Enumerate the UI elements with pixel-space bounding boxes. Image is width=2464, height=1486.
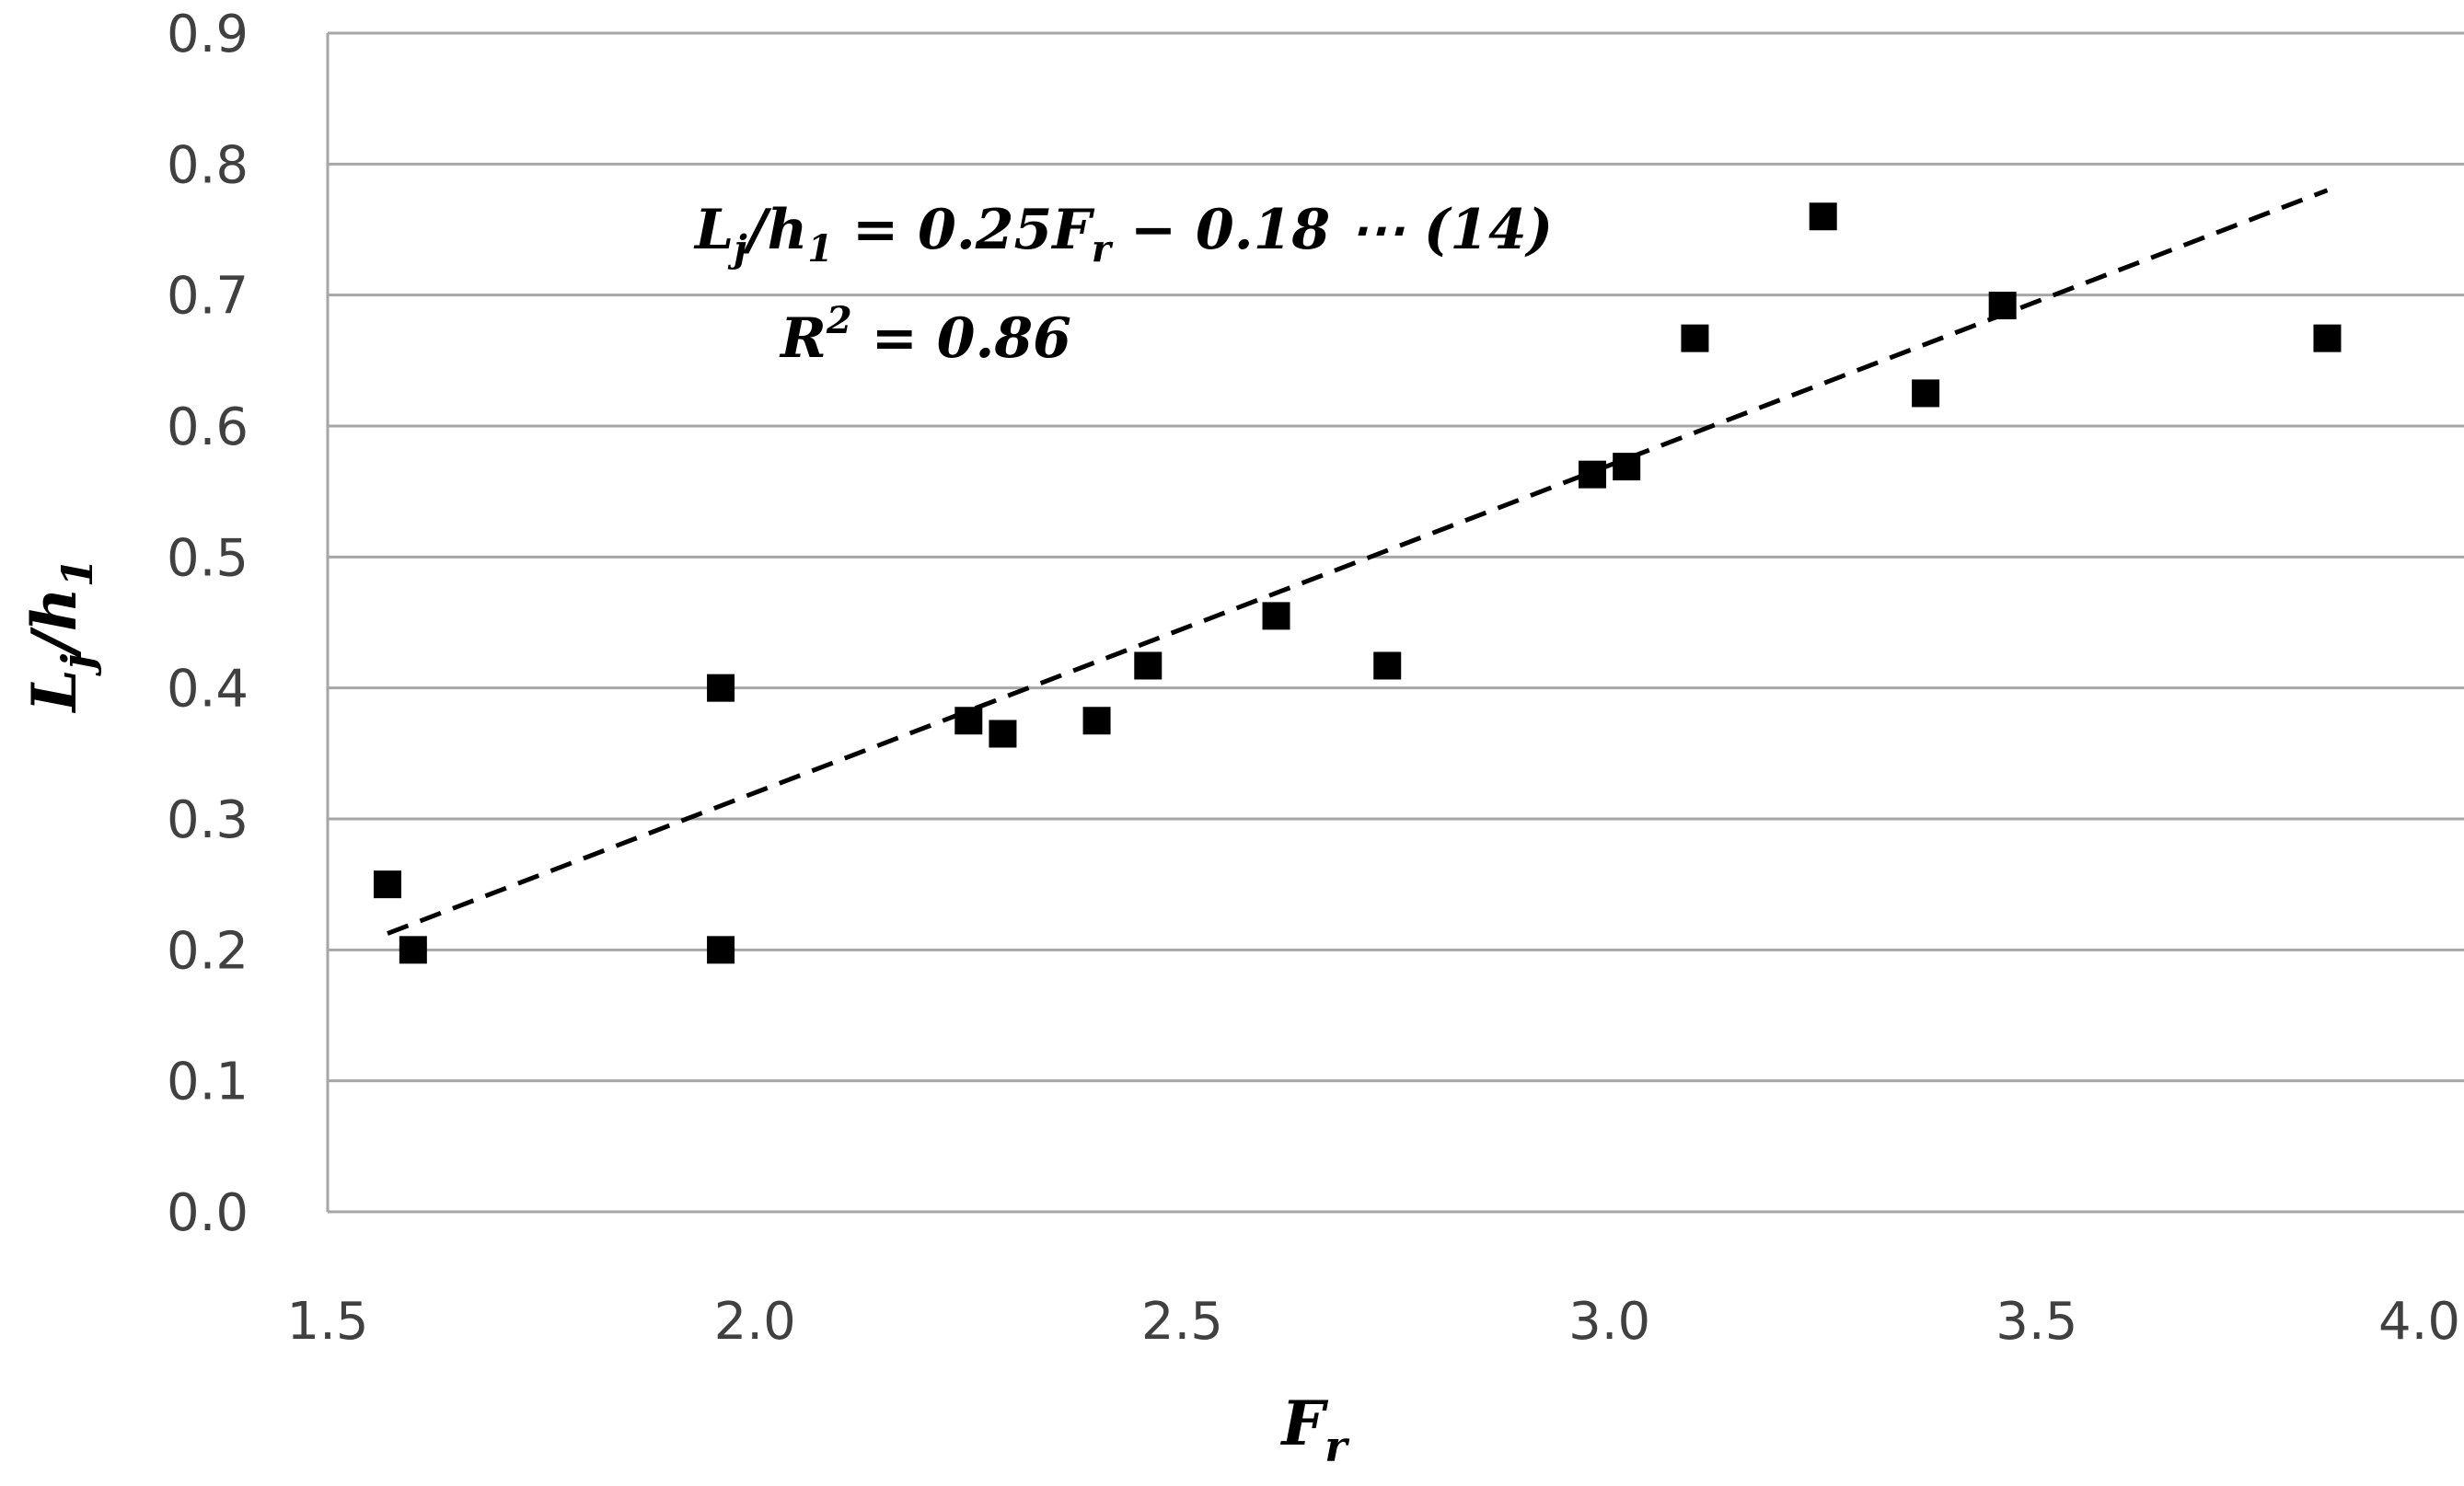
regression-equation: Lj/h1 = 0.25Fr − 0.18 ⋯ (14)	[693, 198, 1553, 271]
y-tick-label: 0.7	[167, 267, 249, 327]
data-point	[707, 674, 735, 702]
y-axis-title: Lj/h1	[18, 558, 102, 713]
y-tick-label: 0.6	[167, 397, 249, 457]
y-tick-label: 0.1	[167, 1053, 249, 1112]
x-axis-title: Fr	[1279, 1388, 1350, 1471]
data-points	[373, 202, 2342, 964]
x-tick-label: 2.0	[714, 1292, 796, 1352]
x-tick-label: 4.0	[2378, 1292, 2460, 1352]
data-point	[1613, 453, 1641, 481]
x-tick-label: 3.0	[1568, 1292, 1650, 1352]
data-point	[1579, 460, 1607, 489]
data-point	[954, 707, 983, 735]
data-point	[1134, 651, 1163, 680]
y-tick-label: 0.8	[167, 135, 249, 195]
y-tick-label: 0.4	[167, 660, 249, 720]
data-point	[1912, 379, 1940, 408]
data-point	[1988, 292, 2017, 320]
data-point	[707, 936, 735, 964]
data-point	[989, 720, 1017, 748]
data-point	[399, 936, 427, 964]
x-tick-label: 2.5	[1141, 1292, 1223, 1352]
y-tick-label: 0.0	[167, 1183, 249, 1243]
data-point	[1373, 651, 1402, 680]
data-point	[1809, 202, 1837, 231]
x-tick-label: 3.5	[1995, 1292, 2077, 1352]
data-point	[1681, 324, 1709, 352]
data-point	[1082, 707, 1111, 735]
y-tick-label: 0.3	[167, 790, 249, 850]
y-tick-label: 0.9	[167, 5, 249, 64]
trend-line	[387, 188, 2329, 936]
data-point	[1262, 602, 1290, 630]
y-tick-label: 0.2	[167, 921, 249, 981]
tick-labels: 0.0 0.1 0.2 0.3 0.4 0.5 0.6 0.7 0.8 0.9 1.5 2.0 2.5 3…	[167, 5, 2460, 1352]
x-tick-label: 1.5	[286, 1292, 368, 1352]
data-point	[2313, 324, 2342, 352]
r-squared-annotation: R2 = 0.86	[779, 299, 1071, 371]
data-point	[373, 870, 401, 899]
y-tick-label: 0.5	[167, 528, 249, 588]
